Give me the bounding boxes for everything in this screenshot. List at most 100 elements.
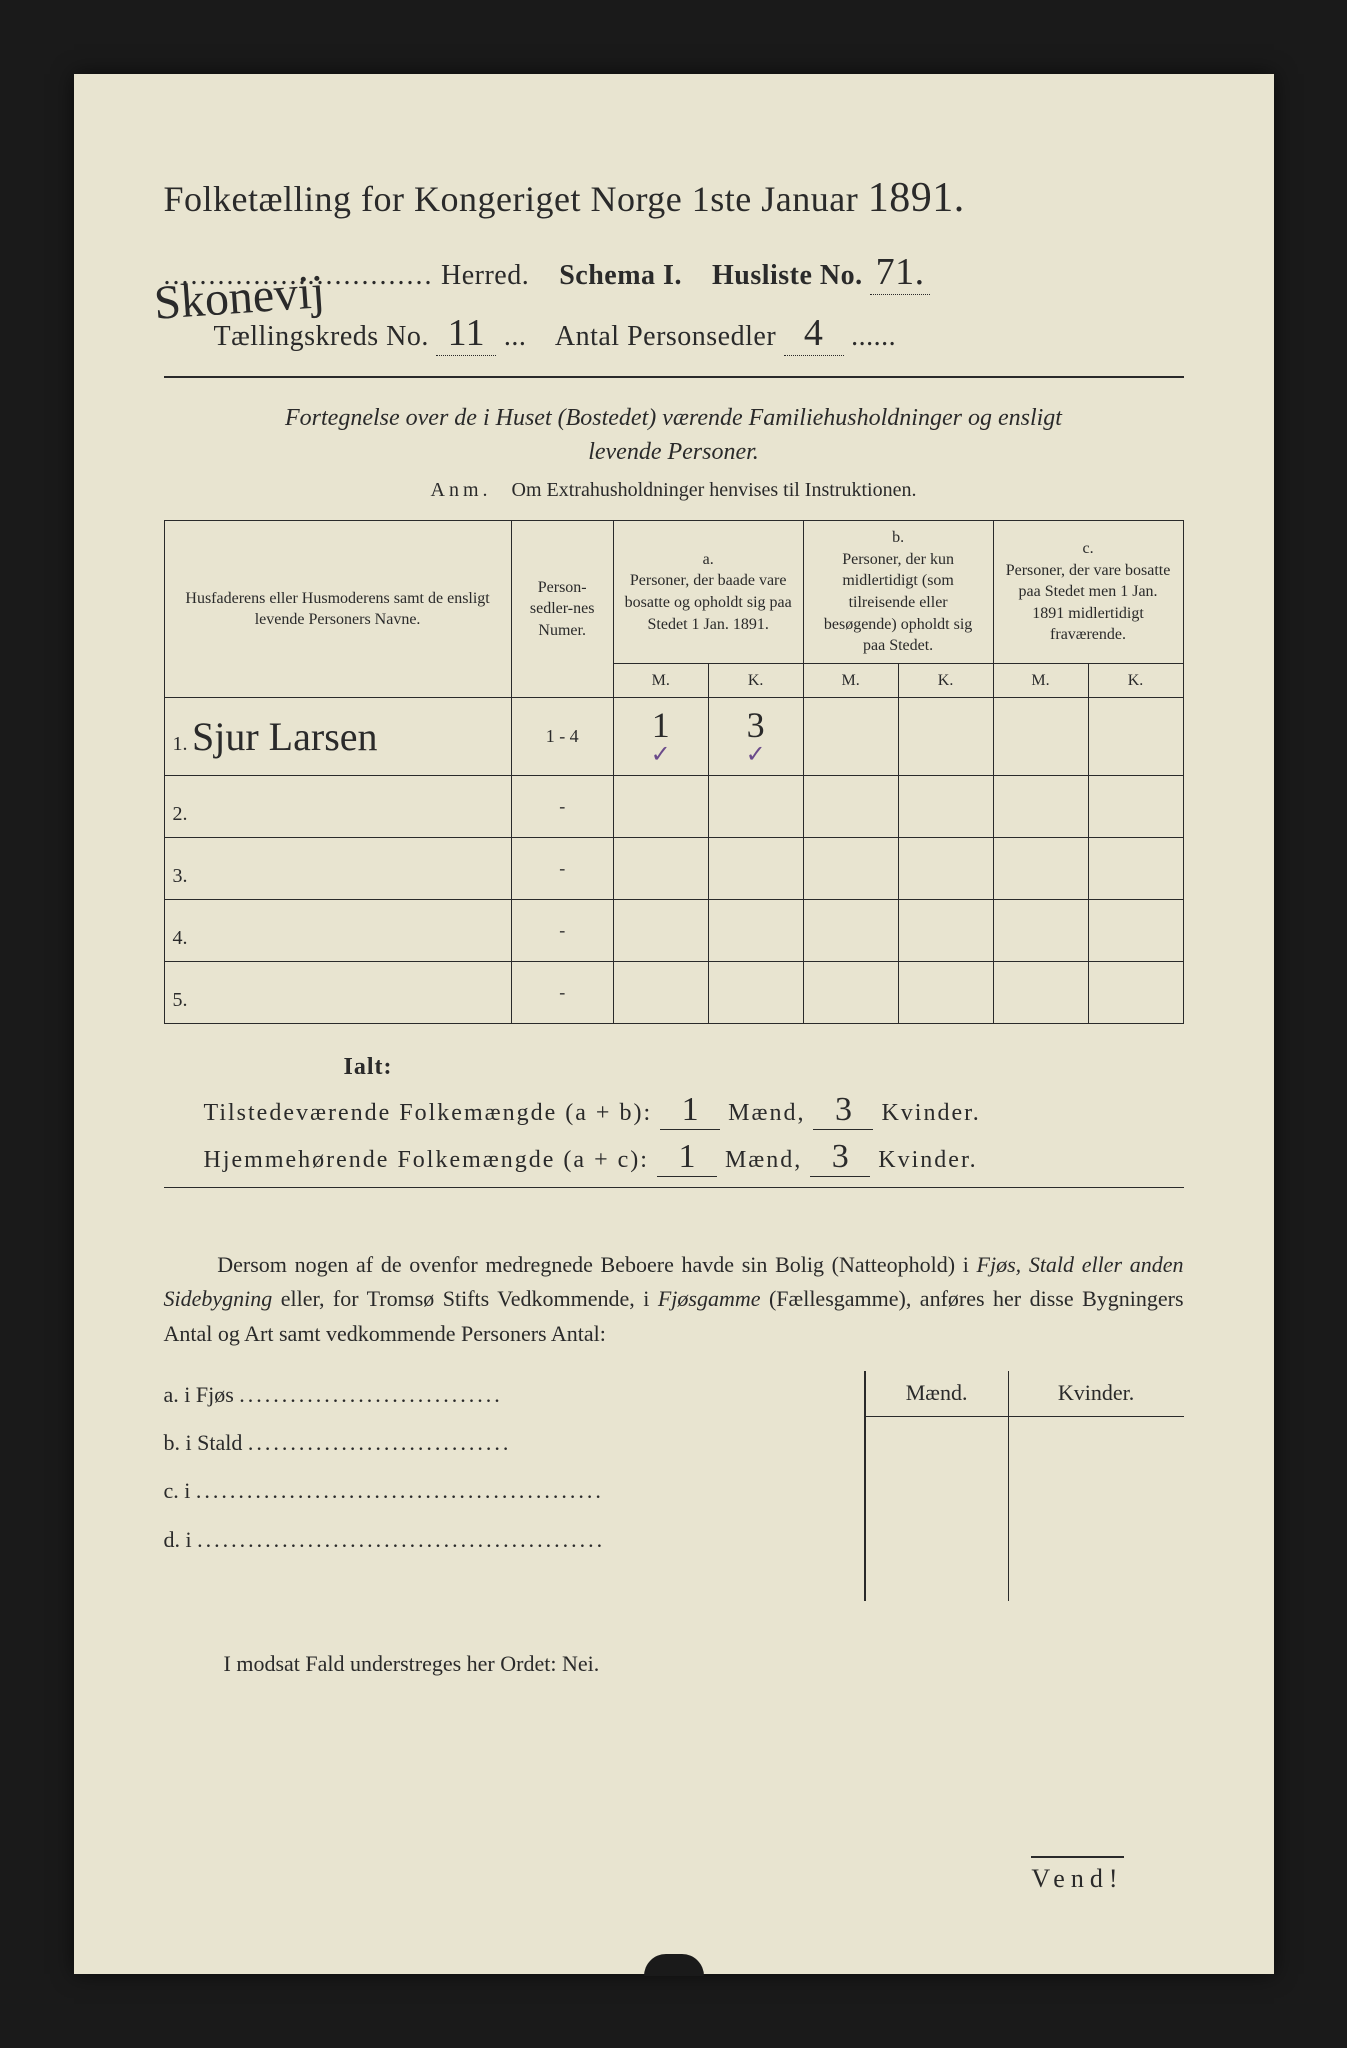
- herred-handwriting-wrap: Skonevij: [164, 240, 1184, 250]
- b-m: M.: [803, 663, 898, 698]
- mk-cell: [1008, 1417, 1183, 1463]
- personsedler-no: 4: [784, 311, 844, 356]
- cell-c_m: [993, 698, 1088, 776]
- anm-line: Anm. Om Extrahusholdninger henvises til …: [164, 479, 1184, 502]
- resident-line: Hjemmehørende Folkemængde (a + c): 1 Mæn…: [204, 1138, 1184, 1177]
- cell-c_k: [1088, 698, 1183, 776]
- husliste-label: Husliste No.: [712, 260, 863, 291]
- c-m: M.: [993, 663, 1088, 698]
- cell-b_m: [803, 838, 898, 900]
- cell-c_m: [993, 962, 1088, 1024]
- mk-block: a. i Fjøs ..............................…: [164, 1371, 1184, 1601]
- kreds-label: Tællingskreds No.: [214, 321, 429, 352]
- personsedler-label: Antal Personsedler: [555, 321, 776, 352]
- cell-b_m: [803, 698, 898, 776]
- cell-b_m: [803, 962, 898, 1024]
- schema-label: Schema I.: [559, 260, 682, 291]
- mk-left: a. i Fjøs ..............................…: [164, 1371, 864, 1601]
- mk-row: b. i Stald .............................…: [164, 1419, 844, 1467]
- resident-m: 1: [657, 1138, 717, 1177]
- mk-cell: [1008, 1509, 1183, 1555]
- table-row: 5. -: [164, 962, 1183, 1024]
- c-label: c.: [1082, 540, 1093, 557]
- kreds-no: 11: [436, 311, 496, 356]
- divider-thin: [164, 1187, 1184, 1188]
- table-row: 4. -: [164, 900, 1183, 962]
- cell-c_k: [1088, 838, 1183, 900]
- a-text: Personer, der baade vare bosatte og opho…: [625, 572, 792, 632]
- mk-cell: [866, 1417, 1009, 1463]
- cell-b_k: [898, 698, 993, 776]
- a-label: a.: [703, 551, 714, 568]
- cell-a_m: [613, 900, 708, 962]
- cell-a_k: [708, 838, 803, 900]
- cell-b_m: [803, 900, 898, 962]
- para-t2: eller, for Tromsø Stifts Vedkommende, i: [272, 1286, 658, 1311]
- kvinder-label2: Kvinder.: [878, 1147, 977, 1173]
- kreds-dots: ...: [504, 321, 527, 352]
- paper-notch: [644, 1954, 704, 1976]
- divider: [164, 376, 1184, 378]
- mk-table: Mænd. Kvinder.: [864, 1371, 1184, 1601]
- cell-b_k: [898, 900, 993, 962]
- title-mid: for Kongeriget Norge 1ste Januar: [352, 179, 868, 219]
- mk-maend: Mænd.: [866, 1371, 1009, 1417]
- present-label: Tilstedeværende Folkemængde (a + b):: [204, 1100, 653, 1126]
- cell-a_k: 3✓: [708, 698, 803, 776]
- mk-cell: [1008, 1555, 1183, 1601]
- b-k: K.: [898, 663, 993, 698]
- cell-a_m: [613, 838, 708, 900]
- ps-dots: ......: [851, 321, 896, 352]
- cell-name: 1. Sjur Larsen: [164, 698, 511, 776]
- present-m: 1: [660, 1091, 720, 1130]
- fortegnelse-line1: Fortegnelse over de i Huset (Bostedet) v…: [285, 405, 1062, 431]
- herred-label: Herred.: [441, 260, 529, 291]
- cell-a_k: [708, 962, 803, 1024]
- vend-label: Vend!: [1031, 1856, 1123, 1894]
- cell-b_k: [898, 776, 993, 838]
- cell-c_m: [993, 900, 1088, 962]
- cell-numer: -: [511, 776, 613, 838]
- mk-row: c. i ...................................…: [164, 1467, 844, 1515]
- present-line: Tilstedeværende Folkemængde (a + b): 1 M…: [204, 1091, 1184, 1130]
- table-row: 3. -: [164, 838, 1183, 900]
- resident-label: Hjemmehørende Folkemængde (a + c):: [204, 1147, 649, 1173]
- cell-numer: -: [511, 838, 613, 900]
- fortegnelse-line2: levende Personer.: [588, 439, 759, 465]
- present-k: 3: [813, 1091, 873, 1130]
- col-numer: Person-sedler-nes Numer.: [511, 521, 613, 698]
- para-it2: Fjøsgamme: [658, 1286, 761, 1311]
- cell-a_m: 1✓: [613, 698, 708, 776]
- maend-label2: Mænd,: [725, 1147, 802, 1173]
- household-table: Husfaderens eller Husmoderens samt de en…: [164, 520, 1184, 1024]
- a-m: M.: [613, 663, 708, 698]
- mk-row: d. i ...................................…: [164, 1516, 844, 1564]
- cell-name: 5.: [164, 962, 511, 1024]
- anm-text: Om Extrahusholdninger henvises til Instr…: [512, 479, 917, 501]
- cell-b_k: [898, 962, 993, 1024]
- col-a-label: a. Personer, der baade vare bosatte og o…: [613, 521, 803, 664]
- mk-cell: [1008, 1463, 1183, 1509]
- census-form: Folketælling for Kongeriget Norge 1ste J…: [74, 74, 1274, 1974]
- mk-cell: [866, 1555, 1009, 1601]
- cell-c_k: [1088, 776, 1183, 838]
- b-text: Personer, der kun midlertidigt (som tilr…: [824, 551, 972, 654]
- table-row: 1. Sjur Larsen1 - 41✓3✓: [164, 698, 1183, 776]
- mk-cell: [866, 1463, 1009, 1509]
- cell-numer: 1 - 4: [511, 698, 613, 776]
- ialt-label: Ialt:: [344, 1054, 1184, 1081]
- c-text: Personer, der vare bosatte paa Stedet me…: [1006, 562, 1171, 644]
- table-row: 2. -: [164, 776, 1183, 838]
- nei-line: I modsat Fald understreges her Ordet: Ne…: [164, 1651, 1184, 1677]
- cell-a_m: [613, 776, 708, 838]
- cell-c_k: [1088, 900, 1183, 962]
- title-prefix: Folketælling: [164, 178, 352, 220]
- cell-c_m: [993, 838, 1088, 900]
- b-label: b.: [892, 529, 904, 546]
- maend-label: Mænd,: [728, 1100, 805, 1126]
- cell-a_k: [708, 776, 803, 838]
- cell-b_k: [898, 838, 993, 900]
- mk-row: a. i Fjøs ..............................…: [164, 1371, 844, 1419]
- kvinder-label: Kvinder.: [881, 1100, 980, 1126]
- side-building-paragraph: Dersom nogen af de ovenfor medregnede Be…: [164, 1248, 1184, 1350]
